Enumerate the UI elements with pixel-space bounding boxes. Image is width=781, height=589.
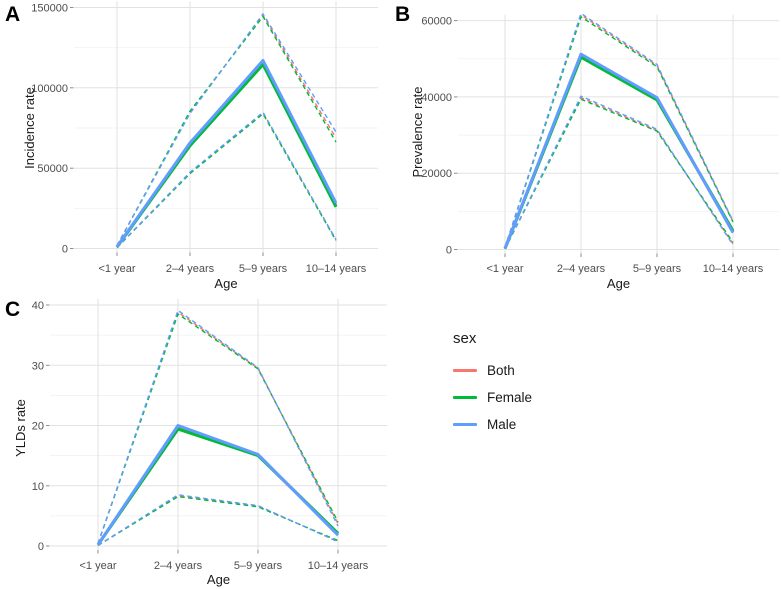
panel-b-label: B <box>395 3 411 26</box>
legend-item-both: Both <box>450 357 532 384</box>
legend-swatch-female <box>453 395 477 400</box>
svg-text:150000: 150000 <box>31 3 68 15</box>
svg-text:2–4 years: 2–4 years <box>557 263 606 275</box>
svg-text:<1 year: <1 year <box>99 263 136 275</box>
svg-text:2–4 years: 2–4 years <box>154 560 203 572</box>
svg-text:30: 30 <box>32 360 44 372</box>
legend-label-both: Both <box>487 363 515 378</box>
legend-label-male: Male <box>487 417 517 432</box>
legend-label-female: Female <box>487 390 533 405</box>
panel-b-x-axis-title: Age <box>606 276 631 291</box>
svg-text:50000: 50000 <box>37 163 68 175</box>
legend-sex: sex Both Female Male <box>450 330 532 438</box>
svg-text:0: 0 <box>446 245 452 257</box>
legend-item-male: Male <box>450 411 532 438</box>
panel-b-plot: 0 20000 40000 60000 <1 year 2–4 years 5–9 year… <box>421 12 779 275</box>
legend-swatch-both <box>453 368 477 373</box>
panel-c-y-axis-title: YLDs rate <box>13 399 28 457</box>
svg-text:10–14 years: 10–14 years <box>308 560 369 572</box>
panel-c-x-axis-title: Age <box>206 572 231 587</box>
svg-text:40: 40 <box>32 300 44 312</box>
svg-text:0: 0 <box>62 244 68 256</box>
panel-c-plot: 0 10 20 30 40 <1 year 2–4 years 5–9 years 10–14 … <box>32 299 387 572</box>
panel-a-label: A <box>5 3 21 26</box>
svg-text:40000: 40000 <box>421 92 452 104</box>
panel-b: 0 20000 40000 60000 <1 year 2–4 years 5–9 year… <box>390 0 781 295</box>
svg-text:10: 10 <box>32 481 44 493</box>
legend-title: sex <box>453 330 477 347</box>
svg-text:20000: 20000 <box>421 168 452 180</box>
svg-text:10–14 years: 10–14 years <box>306 263 367 275</box>
svg-text:20: 20 <box>32 421 44 433</box>
svg-text:5–9 years: 5–9 years <box>239 263 288 275</box>
panel-c-label: C <box>5 298 21 321</box>
svg-text:<1 year: <1 year <box>487 263 524 275</box>
svg-text:0: 0 <box>38 541 44 553</box>
panel-a-x-axis-title: Age <box>214 276 238 291</box>
svg-text:10–14 years: 10–14 years <box>703 263 764 275</box>
svg-text:5–9 years: 5–9 years <box>234 560 283 572</box>
svg-text:5–9 years: 5–9 years <box>633 263 682 275</box>
svg-text:60000: 60000 <box>421 16 452 28</box>
svg-text:2–4 years: 2–4 years <box>166 263 215 275</box>
panel-b-y-axis-title: Prevalence rate <box>410 86 425 178</box>
panel-a-plot: 0 50000 100000 150000 <1 year 2–4 years 5–9 ye… <box>31 1 378 275</box>
svg-text:100000: 100000 <box>31 83 68 95</box>
svg-text:<1 year: <1 year <box>80 560 117 572</box>
legend-swatch-male <box>453 422 477 427</box>
panel-a-y-axis-title: Incidence rate <box>22 87 37 169</box>
legend-item-female: Female <box>450 384 532 411</box>
panel-c: 0 10 20 30 40 <1 year 2–4 years 5–9 years 10–14 … <box>0 295 440 589</box>
panel-a: 0 50000 100000 150000 <1 year 2–4 years 5–9 ye… <box>0 0 390 295</box>
